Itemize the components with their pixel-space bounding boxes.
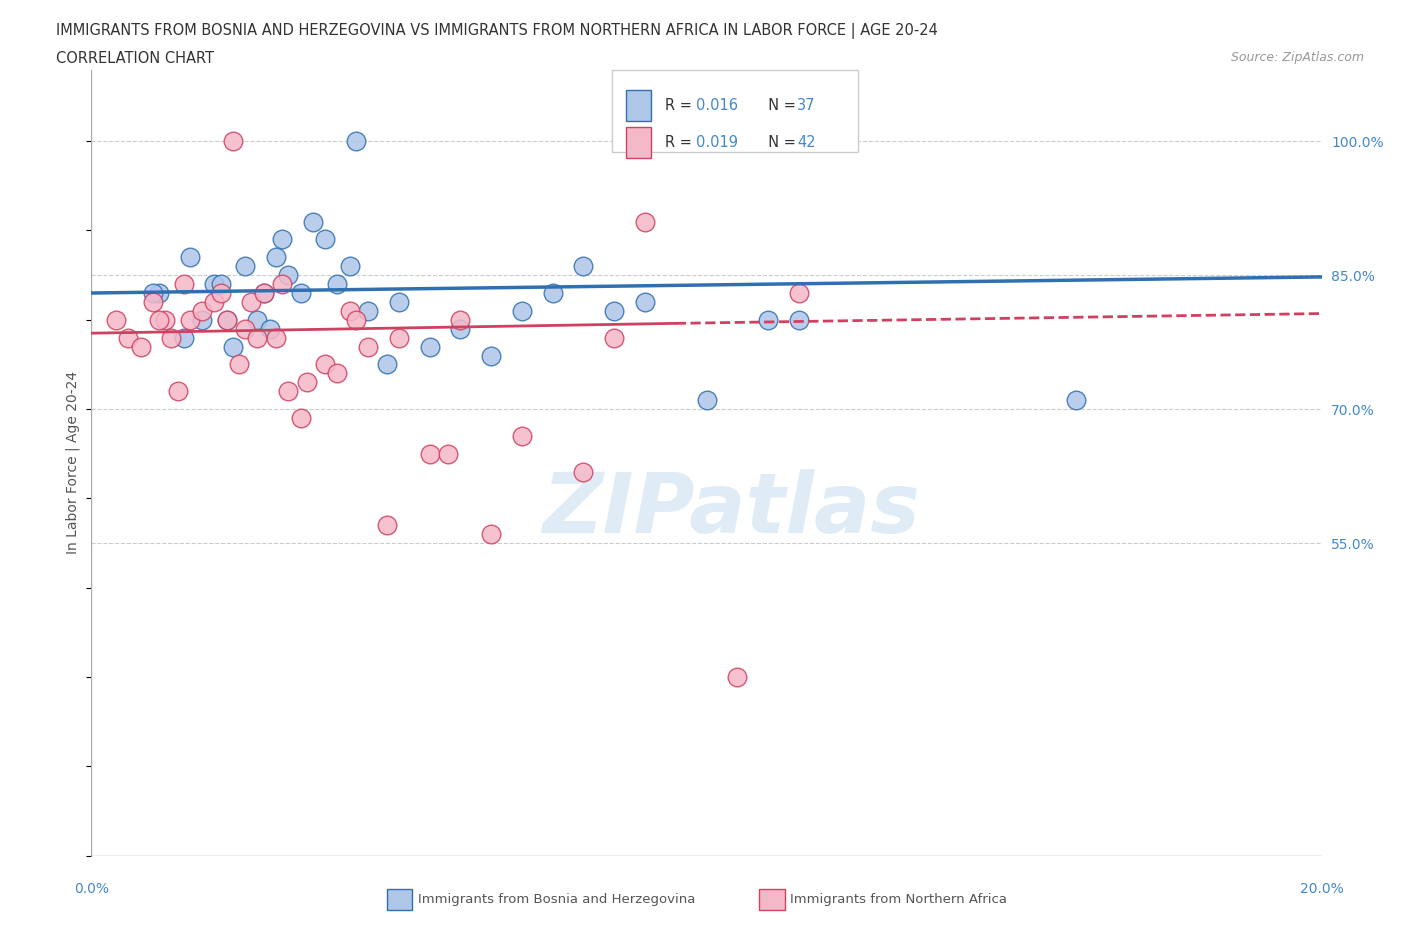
Point (191, 312, 214, 327)
Point (240, 295, 263, 310)
Point (277, 384, 299, 399)
Point (510, 429, 533, 444)
Point (153, 312, 177, 327)
Point (129, 339, 152, 354)
Text: 20.0%: 20.0% (1299, 882, 1344, 896)
Point (449, 321, 471, 336)
Point (252, 286, 274, 300)
Point (191, 303, 214, 318)
Point (215, 312, 238, 327)
Point (202, 276, 225, 291)
Point (357, 339, 380, 354)
Point (202, 295, 225, 310)
Point (301, 214, 323, 229)
Point (222, 339, 245, 354)
Text: R =: R = (665, 98, 696, 113)
Point (105, 312, 127, 327)
Point (160, 330, 183, 345)
Text: Source: ZipAtlas.com: Source: ZipAtlas.com (1230, 51, 1364, 64)
Point (479, 348, 502, 363)
Point (634, 214, 657, 229)
Point (142, 286, 165, 300)
Text: R =: R = (665, 135, 696, 151)
Point (344, 134, 367, 149)
Point (357, 303, 380, 318)
Point (209, 286, 232, 300)
Point (339, 259, 361, 273)
Text: CORRELATION CHART: CORRELATION CHART (56, 51, 214, 66)
Point (148, 312, 170, 327)
Point (449, 312, 471, 327)
Point (148, 286, 170, 300)
Point (173, 276, 195, 291)
Point (725, 670, 748, 684)
Point (339, 303, 361, 318)
Point (179, 312, 201, 327)
Point (228, 357, 250, 372)
Point (479, 526, 502, 541)
Point (419, 446, 441, 461)
Point (375, 518, 398, 533)
Text: N =: N = (759, 135, 801, 151)
Point (572, 464, 595, 479)
Point (510, 303, 533, 318)
Text: 0.016: 0.016 (696, 98, 738, 113)
Text: ZIPatlas: ZIPatlas (543, 470, 920, 551)
Text: 42: 42 (797, 135, 815, 151)
Point (252, 286, 274, 300)
Text: IMMIGRANTS FROM BOSNIA AND HERZEGOVINA VS IMMIGRANTS FROM NORTHERN AFRICA IN LAB: IMMIGRANTS FROM BOSNIA AND HERZEGOVINA V… (56, 23, 938, 39)
Point (603, 303, 626, 318)
Point (695, 392, 717, 407)
Point (541, 286, 564, 300)
Text: 0.0%: 0.0% (75, 882, 108, 896)
Point (173, 330, 195, 345)
Point (326, 276, 349, 291)
Point (246, 312, 269, 327)
Point (215, 312, 238, 327)
Point (419, 339, 441, 354)
Point (142, 295, 165, 310)
Text: 37: 37 (797, 98, 815, 113)
Text: N =: N = (759, 98, 801, 113)
Point (271, 232, 294, 246)
Point (388, 330, 411, 345)
Point (314, 357, 336, 372)
Point (166, 384, 188, 399)
Point (634, 295, 657, 310)
Point (277, 268, 299, 283)
Point (246, 330, 269, 345)
Point (117, 330, 139, 345)
Point (179, 250, 201, 265)
Point (1064, 392, 1087, 407)
Point (290, 410, 312, 425)
Point (264, 330, 287, 345)
Text: 0.019: 0.019 (696, 135, 738, 151)
Point (787, 286, 810, 300)
Point (756, 312, 779, 327)
Y-axis label: In Labor Force | Age 20-24: In Labor Force | Age 20-24 (66, 371, 80, 554)
Point (388, 295, 411, 310)
Point (437, 446, 460, 461)
Point (209, 276, 232, 291)
Point (344, 312, 367, 327)
Point (233, 321, 256, 336)
Point (259, 321, 281, 336)
Point (222, 134, 245, 149)
Point (233, 259, 256, 273)
Point (295, 375, 318, 390)
Point (787, 312, 810, 327)
Point (326, 365, 349, 380)
Point (375, 357, 398, 372)
Point (603, 330, 626, 345)
Text: Immigrants from Bosnia and Herzegovina: Immigrants from Bosnia and Herzegovina (418, 893, 695, 906)
Point (264, 250, 287, 265)
Point (271, 276, 294, 291)
Text: Immigrants from Northern Africa: Immigrants from Northern Africa (790, 893, 1007, 906)
Point (572, 259, 595, 273)
Point (290, 286, 312, 300)
Point (314, 232, 336, 246)
